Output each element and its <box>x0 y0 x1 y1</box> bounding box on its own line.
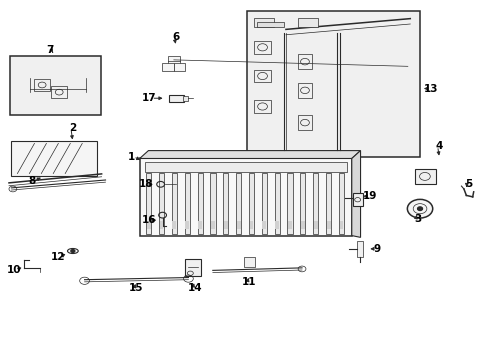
Text: 10: 10 <box>7 265 21 275</box>
Bar <box>274 173 279 234</box>
Text: 5: 5 <box>464 179 471 189</box>
Circle shape <box>71 249 75 252</box>
Polygon shape <box>351 150 360 237</box>
Ellipse shape <box>67 248 78 253</box>
Bar <box>172 221 176 229</box>
Bar <box>223 173 228 234</box>
Text: 11: 11 <box>242 277 256 287</box>
Text: 18: 18 <box>139 179 153 189</box>
Text: 4: 4 <box>435 141 442 151</box>
Bar <box>325 173 330 234</box>
Bar <box>254 69 271 82</box>
Text: 7: 7 <box>46 45 53 55</box>
Bar <box>159 221 163 229</box>
Bar <box>171 173 177 234</box>
Text: 6: 6 <box>172 32 180 42</box>
Text: 3: 3 <box>413 215 420 224</box>
Bar <box>162 63 173 71</box>
Bar <box>249 221 253 229</box>
Bar <box>287 173 292 234</box>
Bar <box>254 18 273 27</box>
Bar <box>182 96 188 101</box>
Bar <box>34 79 50 91</box>
Text: 2: 2 <box>69 123 76 133</box>
Bar <box>352 193 362 206</box>
Bar <box>185 259 201 276</box>
Text: 1: 1 <box>127 152 135 162</box>
Bar <box>262 221 266 229</box>
Bar <box>339 221 343 229</box>
Bar <box>298 54 311 69</box>
Bar <box>298 116 311 130</box>
Bar <box>300 173 305 234</box>
Text: 13: 13 <box>423 84 437 94</box>
Bar <box>256 22 283 27</box>
Bar <box>184 173 189 234</box>
Polygon shape <box>140 150 360 158</box>
Text: 19: 19 <box>363 191 377 201</box>
Bar <box>140 158 351 235</box>
Bar <box>236 221 240 229</box>
Bar <box>326 221 330 229</box>
Bar <box>224 221 227 229</box>
Bar <box>146 221 150 229</box>
Bar <box>246 12 419 157</box>
Bar <box>144 162 346 172</box>
Bar <box>185 221 189 229</box>
Text: 14: 14 <box>187 283 202 293</box>
Bar <box>210 173 215 234</box>
Bar <box>146 173 151 234</box>
Bar <box>173 63 185 71</box>
Bar <box>168 95 183 102</box>
Bar <box>211 221 214 229</box>
Text: 16: 16 <box>142 215 156 225</box>
Circle shape <box>417 207 422 211</box>
Bar <box>275 221 279 229</box>
Text: 12: 12 <box>51 252 65 262</box>
Text: 8: 8 <box>29 176 36 186</box>
Bar <box>236 173 241 234</box>
Bar <box>356 241 363 257</box>
Bar <box>298 18 317 27</box>
Bar <box>414 168 435 184</box>
Bar <box>313 173 318 234</box>
Bar <box>167 56 179 64</box>
Bar <box>248 173 254 234</box>
Bar <box>313 221 317 229</box>
Bar <box>198 221 202 229</box>
Bar <box>51 86 67 98</box>
Bar <box>11 140 97 176</box>
Bar <box>298 83 311 98</box>
Bar <box>243 257 255 267</box>
Circle shape <box>407 199 432 218</box>
Bar <box>338 173 344 234</box>
Text: 15: 15 <box>129 283 143 293</box>
Text: 17: 17 <box>142 93 157 103</box>
Bar <box>254 100 271 113</box>
Text: 9: 9 <box>373 244 380 254</box>
Bar <box>301 221 304 229</box>
Bar <box>159 173 164 234</box>
Bar <box>287 221 291 229</box>
Bar <box>254 41 271 54</box>
Bar <box>10 56 101 116</box>
Bar <box>261 173 266 234</box>
Bar <box>197 173 202 234</box>
